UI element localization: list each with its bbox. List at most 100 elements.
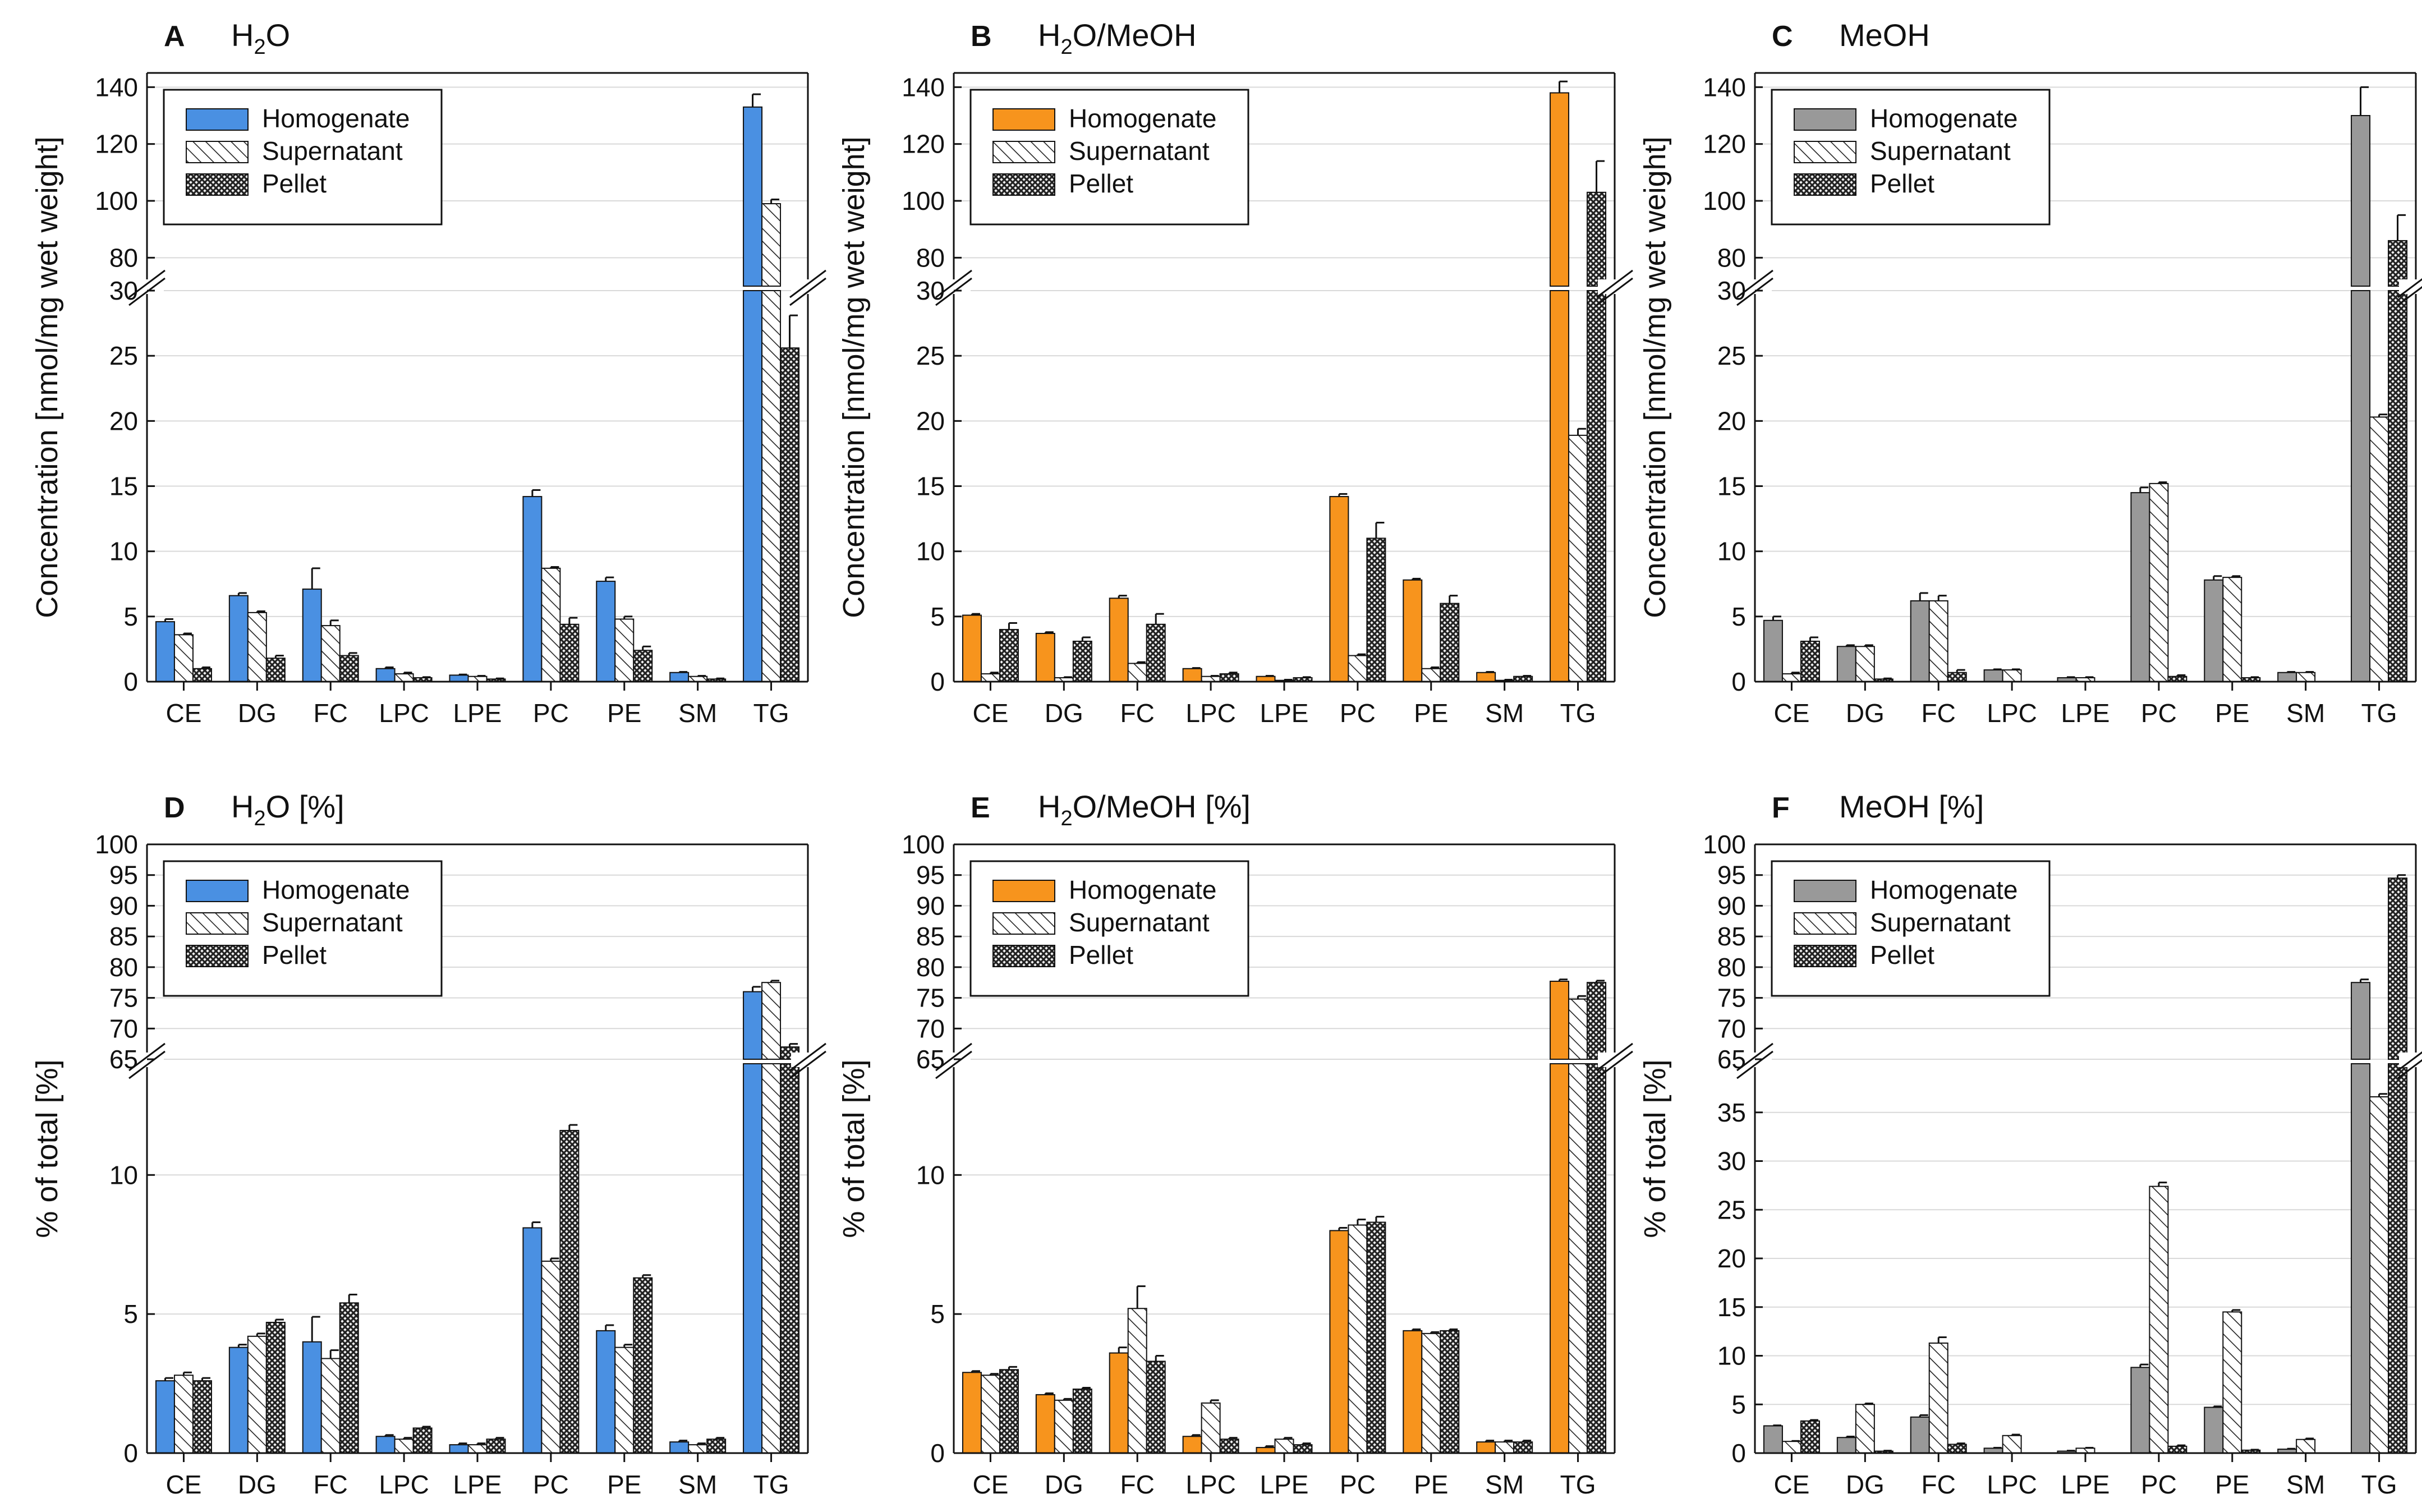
legend-swatch-homogenate <box>1794 880 1856 902</box>
x-tick-label: LPC <box>379 698 429 728</box>
x-tick-label: CE <box>972 698 1008 728</box>
bar-PE-supernatant <box>614 1346 635 1454</box>
bar-LPC-homogenate <box>375 668 396 683</box>
legend-label: Homogenate <box>1870 104 2017 133</box>
y-tick-label: 5 <box>123 602 138 631</box>
bar-PE-homogenate <box>1403 579 1423 683</box>
panel-C: 80 100 120 140 0 5 10 15 20 25 30 CE DG FC LPC LPE PC PE S… <box>1638 17 2422 728</box>
axis-break-mark <box>2397 1059 2422 1079</box>
legend-swatch-pellet <box>992 173 1055 196</box>
y-tick-label: 80 <box>109 953 138 982</box>
bar-FC-homogenate <box>302 1341 322 1454</box>
legend-label: Pellet <box>262 940 327 969</box>
y-tick-label: 10 <box>109 537 138 566</box>
bar-LPE-supernatant <box>467 1444 488 1454</box>
bar-LPC-supernatant <box>2002 669 2022 682</box>
bar-LPE-pellet <box>486 1439 506 1454</box>
bar-PC-supernatant <box>541 567 561 682</box>
bar-CE-supernatant <box>173 634 194 682</box>
x-tick-label: PC <box>2141 698 2177 728</box>
y-tick-label: 30 <box>1717 1147 1746 1176</box>
axis-break-mark <box>128 277 166 306</box>
bar-PC-pellet <box>1366 537 1386 683</box>
y-tick-label: 25 <box>1717 1195 1746 1224</box>
bar-DG-homogenate <box>1035 633 1055 682</box>
axis-break-mark <box>1736 269 1773 298</box>
x-tick-label: LPC <box>1185 1470 1235 1499</box>
y-tick-label: 0 <box>930 1439 945 1468</box>
panel-title: H2O/MeOH <box>1038 17 1197 59</box>
bar-FC-homogenate <box>302 589 322 682</box>
y-tick-label: 65 <box>916 1045 945 1074</box>
bar-PE-homogenate <box>1403 1330 1423 1454</box>
x-tick-label: FC <box>314 1470 348 1499</box>
y-tick-label: 65 <box>1717 1045 1746 1074</box>
panel-letter: D <box>164 792 185 824</box>
bar-PC-supernatant <box>541 1260 561 1454</box>
legend-swatch-pellet <box>1794 945 1856 967</box>
panel-title: MeOH <box>1839 17 1930 53</box>
x-tick-label: PC <box>1340 698 1376 728</box>
y-tick-label: 95 <box>916 861 945 890</box>
y-tick-label: 75 <box>916 984 945 1013</box>
y-tick-label: 70 <box>109 1014 138 1043</box>
x-tick-label: PE <box>607 698 641 728</box>
y-tick-label: 95 <box>109 861 138 890</box>
y-tick-label: 120 <box>95 130 138 159</box>
bar-TG-supernatant-lower <box>761 1063 782 1454</box>
bar-FC-homogenate <box>1109 1352 1129 1454</box>
bar-CE-pellet <box>1800 1420 1820 1454</box>
panel-title: H2O <box>231 17 290 59</box>
x-tick-label: DG <box>238 698 277 728</box>
axis-break-mark <box>935 277 972 306</box>
panel-letter: F <box>1772 792 1790 824</box>
bar-PC-supernatant <box>1348 655 1368 682</box>
legend-label: Pellet <box>1069 940 1133 969</box>
bar-PE-supernatant <box>2222 1311 2242 1454</box>
legend-swatch-supernatant <box>1794 912 1856 935</box>
legend-swatch-supernatant <box>1794 141 1856 163</box>
y-tick-label: 140 <box>1703 72 1746 102</box>
x-tick-label: PC <box>533 1470 569 1499</box>
y-tick-label: 100 <box>95 186 138 215</box>
y-tick-label: 0 <box>930 667 945 696</box>
legend-label: Homogenate <box>1069 104 1216 133</box>
y-tick-label: 5 <box>930 1299 945 1329</box>
x-tick-label: TG <box>2361 698 2397 728</box>
x-tick-label: CE <box>166 1470 201 1499</box>
bar-CE-homogenate <box>155 1380 175 1454</box>
y-tick-label: 100 <box>902 186 945 215</box>
axis-break-mark <box>128 1050 166 1079</box>
legend-label: Pellet <box>1069 169 1133 198</box>
bar-SM-supernatant <box>1495 1441 1515 1454</box>
x-tick-label: DG <box>1846 698 1885 728</box>
axis-break-mark <box>128 1042 166 1072</box>
axis-break-mark <box>1596 1050 1633 1079</box>
axis-break-mark <box>789 1050 826 1079</box>
bar-TG-supernatant <box>761 203 782 287</box>
legend-label: Supernatant <box>1069 908 1210 937</box>
y-tick-label: 5 <box>123 1299 138 1329</box>
bar-CE-pellet <box>192 1380 212 1454</box>
panel-A: 80 100 120 140 0 5 10 15 20 25 30 CE DG FC LPC LPE PC PE S… <box>30 17 826 728</box>
y-tick-label: 70 <box>916 1014 945 1043</box>
bar-FC-supernatant <box>320 625 341 683</box>
bar-DG-pellet <box>265 1322 286 1454</box>
x-tick-label: CE <box>166 698 201 728</box>
panel-letter: B <box>971 20 992 53</box>
legend-label: Pellet <box>1870 169 1934 198</box>
bar-PC-pellet <box>559 1129 580 1454</box>
x-tick-label: TG <box>1560 1470 1596 1499</box>
bar-TG-homogenate-lower <box>1550 1063 1570 1454</box>
y-tick-label: 100 <box>1703 186 1746 215</box>
bar-DG-supernatant <box>247 1335 267 1454</box>
legend-swatch-homogenate <box>186 880 249 902</box>
y-tick-label: 15 <box>916 472 945 501</box>
bar-CE-supernatant <box>1781 1441 1801 1454</box>
bar-LPC-supernatant <box>2002 1435 2022 1454</box>
bar-TG-supernatant <box>1568 998 1588 1060</box>
panel-letter: A <box>164 20 185 53</box>
axis-break-mark <box>789 277 826 306</box>
